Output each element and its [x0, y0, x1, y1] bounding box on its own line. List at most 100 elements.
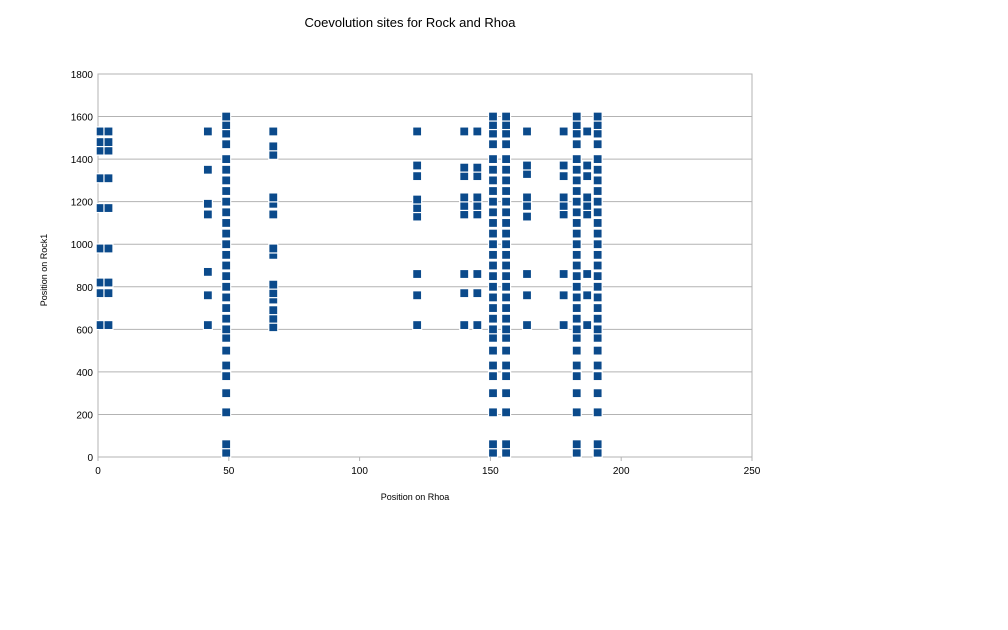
data-point [571, 313, 582, 324]
data-point [571, 128, 582, 139]
data-point [487, 271, 499, 282]
data-point [558, 160, 569, 171]
data-point [487, 119, 499, 131]
data-point [221, 260, 232, 271]
data-point [221, 217, 232, 229]
data-point [459, 209, 470, 220]
data-point [103, 277, 114, 288]
data-point [221, 292, 232, 303]
y-tick-label: 400 [76, 368, 93, 379]
data-point [221, 439, 232, 450]
data-point [221, 360, 232, 371]
data-point [571, 175, 582, 186]
data-point [221, 407, 232, 418]
data-point [558, 319, 569, 331]
data-point [592, 185, 603, 197]
data-point [592, 207, 603, 218]
data-point [459, 171, 470, 182]
data-point [500, 324, 512, 335]
data-point [592, 119, 603, 131]
data-point [592, 332, 603, 343]
data-point [221, 111, 232, 122]
x-tick-label: 200 [613, 466, 630, 477]
data-point [582, 200, 593, 212]
data-point [459, 162, 470, 173]
plot-area [97, 73, 753, 458]
data-point [221, 371, 232, 382]
data-point [592, 360, 603, 371]
data-point [221, 128, 232, 139]
data-point [592, 217, 603, 229]
data-point [500, 388, 512, 399]
data-point [558, 290, 569, 301]
data-point [268, 209, 279, 220]
data-points [95, 111, 603, 458]
data-point [500, 371, 512, 382]
data-point [571, 111, 582, 122]
data-point [521, 192, 533, 203]
data-point [592, 239, 603, 250]
data-point [521, 290, 533, 301]
data-point [592, 128, 603, 139]
data-point [202, 126, 213, 137]
data-point [487, 345, 499, 356]
data-point [521, 160, 533, 171]
data-point [268, 243, 279, 254]
data-point [487, 185, 499, 197]
data-point [221, 196, 232, 207]
data-point [487, 175, 499, 186]
data-point [571, 154, 582, 165]
data-point [500, 119, 512, 131]
data-point [592, 196, 603, 207]
data-point [412, 211, 423, 222]
data-point [103, 202, 114, 214]
data-point [592, 281, 603, 292]
data-point [202, 164, 213, 175]
data-point [268, 149, 279, 160]
data-point [500, 128, 512, 139]
data-point [221, 345, 232, 356]
data-point [487, 371, 499, 382]
data-point [412, 126, 423, 137]
data-point [268, 126, 279, 137]
data-point [221, 185, 232, 197]
data-point [571, 439, 582, 450]
data-point [582, 268, 593, 280]
data-point [582, 171, 593, 182]
data-point [500, 249, 512, 260]
data-point [268, 288, 279, 299]
data-point [472, 288, 483, 299]
data-point [592, 345, 603, 356]
data-point [571, 447, 582, 458]
data-point [459, 200, 470, 212]
data-point [571, 207, 582, 218]
data-point [487, 439, 499, 450]
data-point [221, 164, 232, 175]
data-point [487, 239, 499, 250]
data-point [500, 345, 512, 356]
data-point [500, 271, 512, 282]
data-point [500, 332, 512, 343]
data-point [500, 111, 512, 122]
data-point [487, 313, 499, 324]
data-point [571, 345, 582, 356]
data-point [582, 209, 593, 220]
data-point [412, 268, 423, 280]
x-tick-label: 150 [482, 466, 499, 477]
data-point [571, 407, 582, 418]
data-point [221, 228, 232, 239]
data-point [412, 194, 423, 205]
data-point [487, 260, 499, 271]
data-point [571, 324, 582, 335]
data-point [472, 171, 483, 182]
data-point [103, 145, 114, 156]
x-axis-ticks: 0 50 100 150 200 250 [95, 457, 761, 477]
data-point [592, 292, 603, 303]
data-point [103, 126, 114, 137]
data-point [592, 249, 603, 260]
data-point [487, 360, 499, 371]
data-point [459, 126, 470, 137]
data-point [558, 268, 569, 280]
data-point [221, 239, 232, 250]
data-point [500, 207, 512, 218]
